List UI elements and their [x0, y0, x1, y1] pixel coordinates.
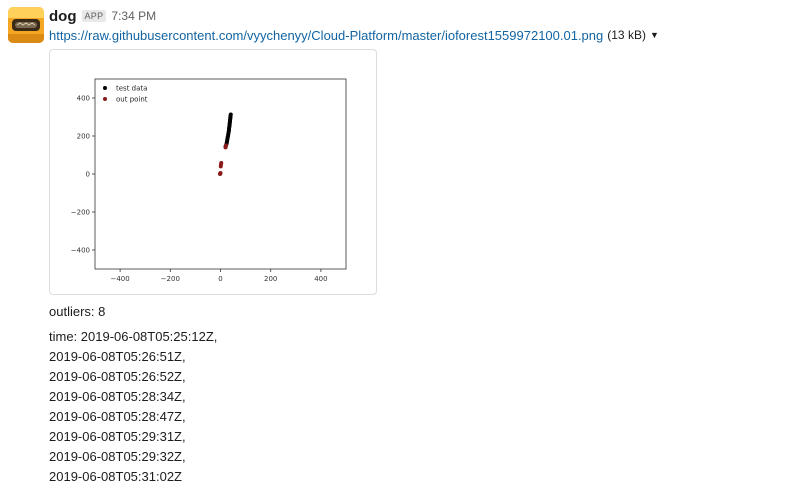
- app-badge: APP: [81, 10, 107, 22]
- x-tick-label: −200: [161, 275, 180, 283]
- x-tick-label: 200: [264, 275, 277, 283]
- x-tick-label: −400: [110, 275, 129, 283]
- y-tick-label: 0: [86, 171, 90, 179]
- message-timestamp[interactable]: 7:34 PM: [111, 9, 157, 23]
- scatter-point: [219, 160, 224, 165]
- time-line: 2019-06-08T05:26:52Z,: [49, 369, 186, 384]
- image-url-link[interactable]: https://raw.githubusercontent.com/vyyche…: [49, 27, 604, 43]
- y-tick-label: −200: [71, 209, 90, 217]
- legend-label: test data: [116, 85, 147, 93]
- scatter-chart: −400 −200 0 200 400 400 200 0 −200 −400 test data…: [71, 78, 347, 283]
- time-line: 2019-06-08T05:31:02Z: [49, 469, 182, 484]
- outliers-count: outliers: 8: [49, 304, 106, 319]
- scatter-point: [224, 143, 229, 148]
- y-tick-label: 200: [77, 133, 90, 141]
- time-line: 2019-06-08T05:29:31Z,: [49, 429, 186, 444]
- legend-marker: [103, 86, 107, 90]
- collapse-caret-icon[interactable]: ▼: [649, 30, 659, 40]
- y-tick-label: −400: [71, 247, 90, 255]
- message-header: dog APP 7:34 PM: [49, 6, 156, 26]
- x-tick-label: 400: [314, 275, 327, 283]
- file-size: (13 kB): [607, 28, 646, 42]
- scatter-point: [218, 171, 223, 176]
- image-attachment[interactable]: −400 −200 0 200 400 400 200 0 −200 −400 test data…: [49, 49, 377, 295]
- time-line: 2019-06-08T05:28:47Z,: [49, 409, 186, 424]
- sender-name[interactable]: dog: [49, 7, 77, 25]
- time-line: 2019-06-08T05:26:51Z,: [49, 349, 186, 364]
- scatter-point: [228, 112, 233, 117]
- legend-label: out point: [116, 96, 148, 104]
- x-tick-label: 0: [218, 275, 222, 283]
- bot-avatar[interactable]: [8, 7, 44, 43]
- attachment-link-row: https://raw.githubusercontent.com/vyyche…: [49, 26, 659, 44]
- time-line: 2019-06-08T05:29:32Z,: [49, 449, 186, 464]
- time-line: 2019-06-08T05:28:34Z,: [49, 389, 186, 404]
- time-line: time: 2019-06-08T05:25:12Z,: [49, 329, 218, 344]
- message-body: outliers: 8 time: 2019-06-08T05:25:12Z, …: [49, 302, 217, 487]
- legend-marker: [103, 97, 107, 101]
- y-tick-label: 400: [77, 95, 90, 103]
